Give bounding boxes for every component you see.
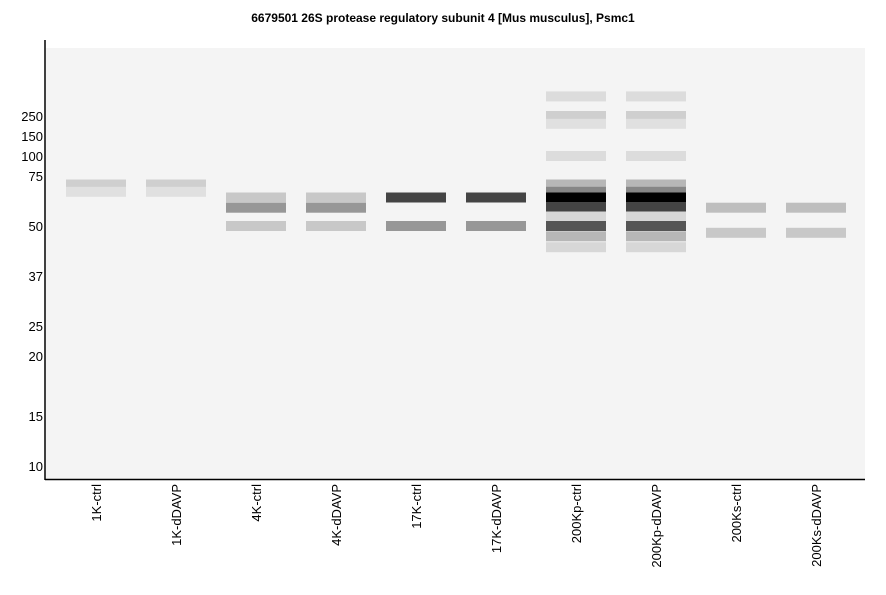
- plot-background: [46, 48, 865, 479]
- gel-band: [626, 118, 686, 129]
- gel-band: [626, 192, 686, 203]
- lane-label: 200Ks-dDAVP: [809, 484, 824, 567]
- gel-band: [626, 151, 686, 161]
- lane-label: 4K-ctrl: [249, 484, 264, 522]
- y-tick-label: 20: [29, 349, 43, 364]
- chart-title: 6679501 26S protease regulatory subunit …: [251, 11, 635, 25]
- gel-band: [146, 186, 206, 197]
- gel-band: [546, 211, 606, 222]
- gel-band: [226, 221, 286, 231]
- gel-band: [626, 111, 686, 121]
- gel-band: [226, 202, 286, 213]
- gel-band: [306, 221, 366, 231]
- gel-band: [386, 192, 446, 203]
- gel-band: [626, 179, 686, 190]
- gel-band: [546, 151, 606, 161]
- y-tick-label: 37: [29, 269, 43, 284]
- gel-band: [626, 221, 686, 231]
- lane-label: 200Ks-ctrl: [729, 484, 744, 543]
- gel-band: [626, 242, 686, 253]
- gel-band: [626, 202, 686, 213]
- gel-band: [226, 192, 286, 203]
- y-tick-label: 15: [29, 409, 43, 424]
- gel-band: [546, 221, 606, 231]
- gel-band: [66, 179, 126, 190]
- gel-band: [306, 202, 366, 213]
- gel-band: [546, 192, 606, 203]
- gel-band: [546, 231, 606, 242]
- lane-label: 200Kp-dDAVP: [649, 484, 664, 568]
- lane-label: 1K-dDAVP: [169, 484, 184, 546]
- gel-band: [546, 242, 606, 253]
- gel-band: [466, 221, 526, 231]
- lane-label: 200Kp-ctrl: [569, 484, 584, 543]
- lane-label: 17K-dDAVP: [489, 484, 504, 553]
- y-tick-label: 100: [21, 149, 43, 164]
- gel-band: [626, 186, 686, 197]
- y-tick-label: 75: [29, 169, 43, 184]
- lane-label: 1K-ctrl: [89, 484, 104, 522]
- y-tick-label: 25: [29, 319, 43, 334]
- band-layer: [66, 91, 846, 253]
- gel-band: [706, 202, 766, 213]
- gel-band: [66, 186, 126, 197]
- gel-band: [466, 192, 526, 203]
- y-tick-label: 150: [21, 129, 43, 144]
- y-tick-label: 250: [21, 109, 43, 124]
- gel-band: [306, 192, 366, 203]
- lane-label: 17K-ctrl: [409, 484, 424, 529]
- gel-band: [546, 111, 606, 121]
- y-tick-label: 50: [29, 219, 43, 234]
- gel-band: [706, 227, 766, 238]
- gel-band: [386, 221, 446, 231]
- gel-band: [546, 186, 606, 197]
- gel-band: [786, 202, 846, 213]
- gel-band: [786, 227, 846, 238]
- x-tick-labels: 1K-ctrl 1K-dDAVP 4K-ctrl 4K-dDAVP 17K-ctrl 17…: [89, 484, 824, 568]
- gel-band: [146, 179, 206, 190]
- lane-label: 4K-dDAVP: [329, 484, 344, 546]
- gel-band: [626, 231, 686, 242]
- y-tick-labels: 250 150 100 75 50 37 25 20 15 10: [21, 109, 43, 474]
- y-tick-label: 10: [29, 459, 43, 474]
- gel-band: [546, 91, 606, 102]
- gel-band: [546, 118, 606, 129]
- gel-band: [626, 91, 686, 102]
- gel-band: [546, 202, 606, 213]
- gel-band: [626, 211, 686, 222]
- gel-band: [546, 179, 606, 190]
